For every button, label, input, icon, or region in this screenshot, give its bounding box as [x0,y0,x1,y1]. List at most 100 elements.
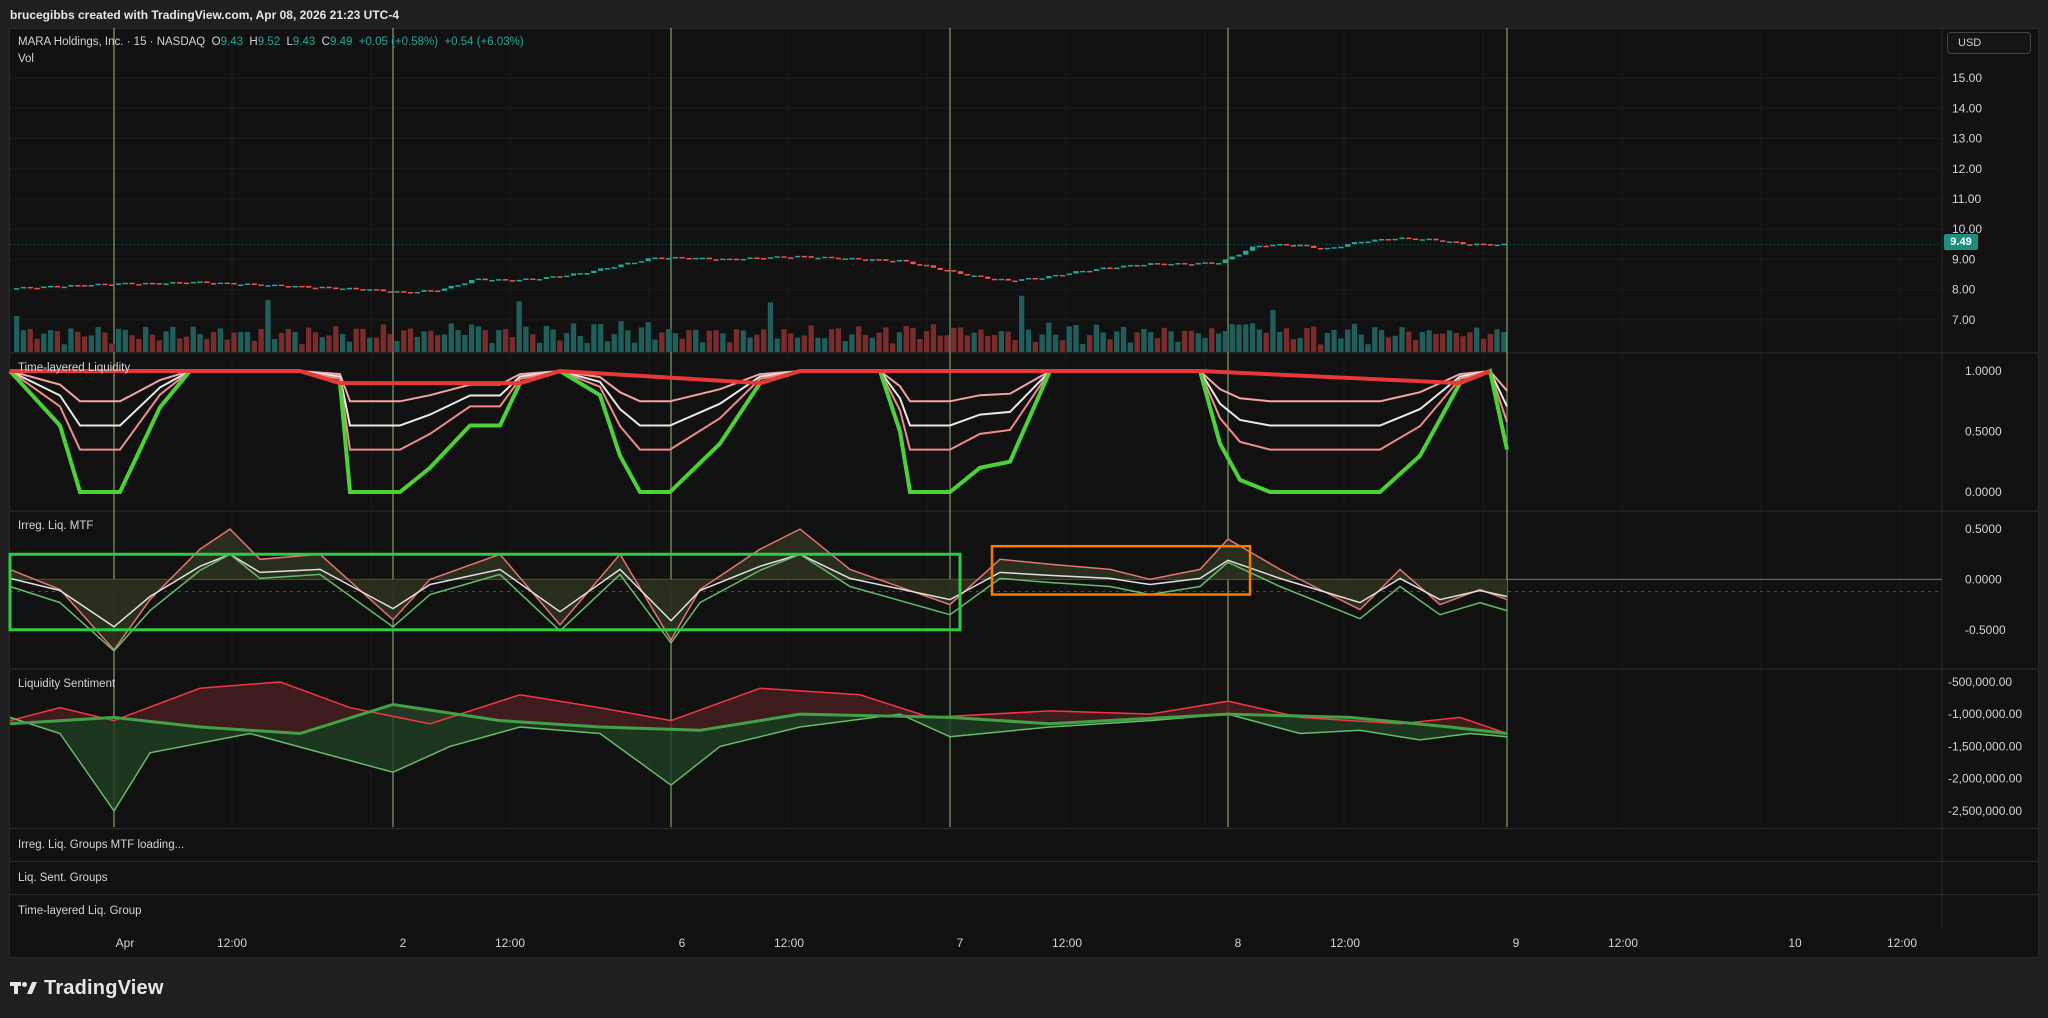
brand-footer[interactable]: TradingView [10,974,164,1002]
volume-bar [842,341,848,352]
volume-bar [1025,329,1032,352]
volume-bar [258,328,264,352]
volume-bar [788,333,794,352]
volume-bar [251,340,257,352]
candle [183,282,190,285]
volume-bar [530,334,536,352]
volume-bar [1134,332,1140,352]
candle [713,259,719,261]
volume-bar [1175,341,1181,352]
candle [638,261,645,263]
candle [557,276,563,278]
candle [1100,267,1106,270]
volume-bar [1290,339,1296,352]
candle [319,286,325,289]
volume-bar [75,331,81,352]
volume-bar [1046,322,1052,352]
candle [272,284,278,287]
volume-bar [231,332,237,352]
volume-bar [978,329,984,352]
volume-bar [1086,335,1093,352]
price-tick-label: 13.00 [1952,132,1982,146]
candle [740,258,746,261]
sent-line-base [9,702,1508,736]
candle [1032,277,1038,280]
volume-bar [917,339,923,352]
volume-bar [1012,339,1018,352]
tll-line-med [9,369,1508,451]
candle [95,283,101,286]
volume-bar [1256,329,1263,352]
symbol-legend: MARA Holdings, Inc. · 15 · NASDAQ O9.43 … [18,36,524,48]
candle [801,255,808,258]
volume-bar [1107,339,1113,352]
volume-bar [204,338,210,352]
candle [1073,271,1079,274]
volume-bar [761,329,767,352]
x-tick-label: 12:00 [1887,936,1917,950]
candle [217,282,224,285]
volume-bar [679,338,685,352]
chart-frame[interactable] [9,28,2039,958]
candle [1168,263,1174,266]
close-value: 9.49 [329,36,353,48]
volume-bar [129,335,135,352]
candle [333,287,339,290]
candle [278,284,285,287]
candle [1378,239,1385,241]
candle [1148,263,1154,265]
group-row-sent[interactable]: Liq. Sent. Groups [10,861,2038,894]
volume-bar [1317,344,1324,352]
volume-bar [591,324,597,352]
currency-selector[interactable]: USD [1947,32,2031,54]
candle [210,283,217,285]
candle [292,285,298,288]
candle [265,285,271,287]
volume-bar [754,334,760,352]
volume-bar [631,342,638,352]
candle [251,283,257,286]
group-row-tll[interactable]: Time-layered Liq. Group [10,894,2038,927]
volume-bar [333,326,339,352]
volume-bar [156,340,162,352]
volume-bar [190,326,196,352]
candle [421,290,427,292]
volume-bar [1209,328,1215,352]
volume-bar [27,329,33,352]
volume-bar [1331,329,1337,352]
candle [1365,241,1371,244]
volume-bar [441,334,448,352]
group-label: Irreg. Liq. Groups MTF loading... [18,839,185,851]
tll-line-fast [8,368,1509,494]
candle [34,287,40,290]
candle [475,278,482,281]
candle [1019,279,1025,281]
candle [190,281,196,284]
volume-bar [910,327,916,352]
candle [326,286,332,289]
candle [1406,237,1412,240]
candle [910,261,916,265]
candle [1154,263,1161,265]
volume-bar [686,330,692,352]
group-row-irr[interactable]: Irreg. Liq. Groups MTF loading... [10,828,2038,861]
volume-bar [652,339,658,352]
x-tick-label: 7 [957,936,964,950]
candle [842,258,848,260]
candle [856,257,862,260]
candle [428,290,434,292]
x-tick-label: 12:00 [1608,936,1638,950]
sent-tick-label: -2,000,000.00 [1948,772,2022,786]
volume-bar [143,326,149,352]
candle [822,256,828,259]
tll-line-high [10,368,1491,386]
volume-bar [584,342,590,352]
candle [1222,259,1229,264]
candle [306,285,312,288]
candle [204,281,210,284]
volume-bar [659,332,665,352]
candle [1290,245,1296,247]
volume-bar [991,335,998,352]
candle [1412,238,1419,241]
